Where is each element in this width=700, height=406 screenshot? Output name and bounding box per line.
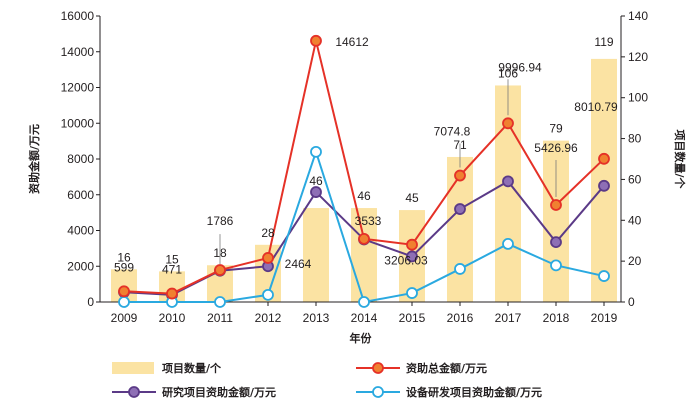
left-tick-label: 14000	[61, 45, 95, 59]
series-point-0	[502, 117, 514, 130]
bar-value-label: 119	[594, 35, 613, 49]
series-point-0	[166, 287, 178, 300]
bar-value-label: 45	[405, 191, 419, 205]
bar-value-label: 46	[309, 174, 323, 188]
right-tick-label: 100	[628, 91, 648, 105]
series-point-0	[118, 285, 130, 298]
series-point-2	[598, 270, 610, 282]
total-amount-label: 14612	[335, 35, 369, 49]
x-tick-label: 2015	[399, 311, 426, 325]
total-amount-label: 8010.79	[574, 100, 618, 114]
legend-label: 资助总金额/万元	[406, 361, 487, 375]
bar-value-label: 79	[549, 122, 563, 136]
left-tick-label: 2000	[67, 259, 94, 273]
left-tick-label: 8000	[67, 152, 94, 166]
right-tick-label: 0	[628, 295, 635, 309]
left-tick-label: 0	[87, 295, 94, 309]
left-tick-label: 6000	[67, 188, 94, 202]
legend-label: 设备研发项目资助金额/万元	[406, 385, 542, 399]
series-point-2	[502, 238, 514, 250]
total-amount-label: 3533	[355, 214, 382, 228]
series-point-1	[454, 203, 466, 215]
total-amount-label: 599	[114, 260, 134, 274]
total-amount-label: 3206.03	[384, 254, 428, 268]
legend-label: 研究项目资助金额/万元	[162, 385, 276, 399]
series-point-1	[310, 186, 322, 198]
series-point-2	[310, 145, 322, 158]
total-amount-label: 2464	[285, 257, 312, 271]
left-tick-label: 10000	[61, 116, 95, 130]
series-point-1	[406, 250, 418, 263]
series-point-2	[406, 287, 418, 299]
x-tick-label: 2018	[543, 311, 570, 325]
x-tick-label: 2016	[447, 311, 474, 325]
legend-bar-swatch	[112, 362, 154, 374]
right-tick-label: 60	[628, 172, 642, 186]
series-point-2	[118, 296, 130, 308]
series-point-0	[262, 252, 274, 264]
x-tick-label: 2010	[159, 311, 186, 325]
bar-value-label: 106	[498, 66, 518, 80]
legend-marker-swatch	[128, 386, 140, 398]
left-tick-label: 12000	[61, 81, 95, 95]
right-axis-title: 项目数量/个	[673, 129, 687, 189]
right-tick-label: 140	[628, 9, 648, 23]
bar-2014	[351, 208, 377, 302]
x-tick-label: 2013	[303, 311, 330, 325]
bar-value-label: 46	[357, 189, 371, 203]
legend-label: 项目数量/个	[162, 361, 222, 375]
legend-marker-swatch	[372, 386, 384, 398]
total-amount-label: 1786	[207, 214, 234, 228]
axes-layer: 0 2000 4000 6000 8000 10000 12000 14000 16000 0 20…	[27, 9, 687, 345]
series-point-2	[454, 263, 466, 275]
series-point-0	[598, 152, 610, 165]
series-point-2	[262, 288, 274, 301]
right-tick-label: 120	[628, 50, 648, 64]
legend-marker-swatch	[372, 362, 384, 374]
total-amount-label: 5426.96	[534, 141, 578, 155]
bar-2013	[303, 208, 329, 302]
left-tick-label: 4000	[67, 224, 94, 238]
x-tick-label: 2014	[351, 311, 378, 325]
left-tick-label: 16000	[61, 9, 95, 23]
x-tick-label: 2009	[111, 311, 138, 325]
series-point-0	[310, 34, 322, 47]
series-point-1	[502, 175, 514, 188]
series-point-0	[214, 264, 226, 276]
series-point-1	[598, 179, 610, 192]
series-point-2	[550, 259, 562, 272]
lines-layer	[118, 34, 610, 308]
series-point-0	[358, 232, 370, 245]
series-point-0	[406, 238, 418, 251]
total-amount-label: 7074.8	[434, 125, 471, 139]
series-point-0	[550, 199, 562, 211]
total-amount-label: 471	[162, 263, 182, 277]
x-axis-title: 年份	[350, 331, 373, 345]
x-tick-label: 2012	[255, 311, 282, 325]
series-point-2	[358, 296, 370, 308]
left-axis-title: 资助金额/万元	[27, 124, 41, 194]
right-tick-label: 80	[628, 132, 642, 146]
right-tick-label: 20	[628, 254, 642, 268]
x-tick-label: 2019	[591, 311, 618, 325]
bar-value-label: 15	[165, 252, 179, 266]
x-tick-label: 2011	[207, 311, 233, 325]
x-tick-label: 2017	[495, 311, 522, 325]
bar-value-label: 16	[117, 250, 131, 264]
series-point-1	[550, 236, 562, 249]
series-point-0	[454, 169, 466, 182]
right-tick-label: 40	[628, 213, 642, 227]
series-point-2	[214, 296, 226, 308]
bar-value-label: 28	[261, 226, 275, 240]
total-amount-label: 9996.94	[498, 60, 542, 74]
